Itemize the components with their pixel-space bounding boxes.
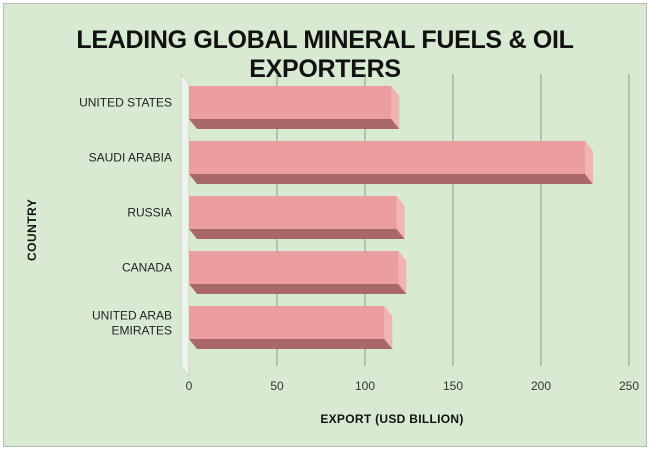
x-tick-label: 100 <box>355 379 375 393</box>
y-tick-label: EMIRATES <box>112 324 172 338</box>
axis-wall <box>180 72 190 378</box>
bar-end-face <box>398 251 407 294</box>
x-tick-label: 150 <box>443 379 463 393</box>
bar <box>189 196 397 229</box>
x-tick-label: 250 <box>619 379 639 393</box>
bar <box>189 306 385 339</box>
chart-title: LEADING GLOBAL MINERAL FUELS & OIL EXPOR… <box>76 26 574 83</box>
bar <box>189 86 392 119</box>
y-tick-label: UNITED STATES <box>79 96 172 110</box>
bar-bottom-face <box>189 174 593 184</box>
chart-container: LEADING GLOBAL MINERAL FUELS & OIL EXPOR… <box>3 3 647 447</box>
y-tick-label: CANADA <box>122 261 172 275</box>
bar-end-face <box>391 86 400 129</box>
x-tick-label: 200 <box>531 379 551 393</box>
x-tick-label: 50 <box>270 379 284 393</box>
y-tick-label: SAUDI ARABIA <box>89 151 172 165</box>
bar <box>189 141 585 174</box>
bar <box>189 251 399 284</box>
y-tick-label: RUSSIA <box>127 206 172 220</box>
y-tick-label: UNITED ARAB <box>92 309 172 323</box>
bar-bottom-face <box>189 119 400 129</box>
bar-end-face <box>384 306 393 349</box>
bar-bottom-face <box>189 229 405 239</box>
plot-area: 0 50 100 150 200 250 UNITED STATES SAUDI ARABIA… <box>79 72 639 393</box>
bar-bottom-face <box>189 284 407 294</box>
x-tick-label: 0 <box>186 379 193 393</box>
bar-end-face <box>396 196 405 239</box>
bar-end-face <box>585 141 593 184</box>
bar-bottom-face <box>189 339 393 349</box>
x-axis-label: EXPORT (USD BILLION) <box>320 412 464 426</box>
